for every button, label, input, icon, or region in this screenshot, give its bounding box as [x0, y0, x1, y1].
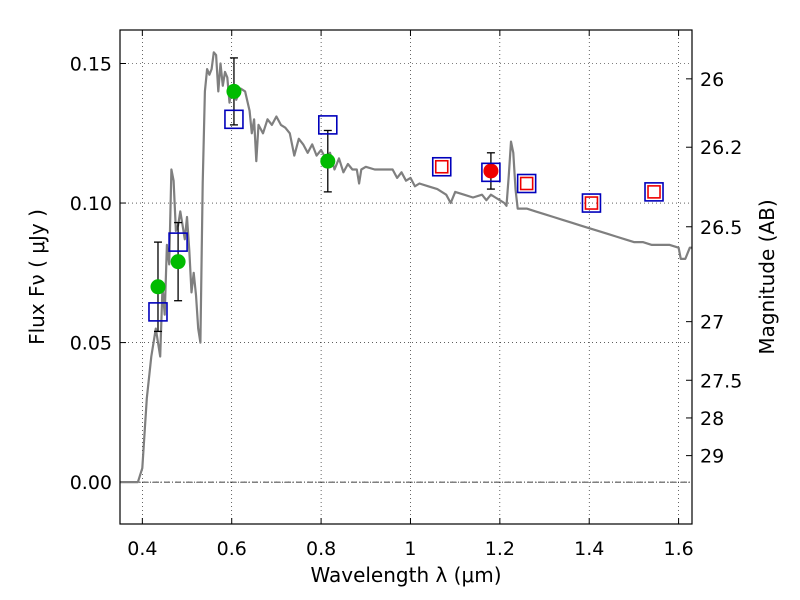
- model-square: [581, 193, 602, 213]
- model-square: [516, 173, 537, 194]
- limit-square: [647, 185, 661, 199]
- model-square: [644, 182, 664, 202]
- y-tick-label: 0.10: [70, 193, 112, 215]
- x-tick-label: 1.6: [663, 538, 693, 560]
- plot-background: [120, 30, 692, 524]
- x-axis-label: Wavelength λ (μm): [310, 563, 501, 587]
- data-point: [170, 254, 186, 270]
- limit-square: [584, 196, 599, 210]
- sed-model-line: [120, 51, 692, 484]
- model-square: [431, 156, 452, 177]
- y-tick-label: 0.05: [70, 333, 112, 355]
- axis-ticks: 0.4 0.6 0.8 1 1.2 1.4 1.6 0.00 0.05 0.10 0.15 26 26.…: [70, 30, 742, 560]
- right-tick-label: 29: [700, 446, 724, 468]
- y-tick-label: 0.15: [70, 53, 112, 75]
- model-square: [148, 302, 168, 322]
- model-square: [224, 109, 244, 130]
- limit-square: [519, 176, 534, 191]
- y-axis-label-right: Magnitude (AB): [755, 199, 779, 354]
- limit-square: [434, 159, 449, 174]
- data-point: [483, 163, 499, 179]
- x-tick-label: 0.8: [306, 538, 336, 560]
- x-tick-label: 1: [404, 538, 416, 560]
- x-tick-label: 1.2: [485, 538, 515, 560]
- y-tick-label: 0.00: [70, 472, 112, 494]
- x-tick-label: 1.4: [574, 538, 604, 560]
- data-point: [320, 153, 336, 169]
- right-tick-label: 27.5: [700, 370, 742, 392]
- right-tick-label: 27: [700, 312, 724, 334]
- model-square: [317, 115, 338, 135]
- plot-frame: [119, 29, 693, 525]
- right-tick-label: 26.2: [700, 137, 742, 159]
- right-tick-label: 26: [700, 69, 724, 91]
- model-square: [481, 162, 501, 183]
- right-tick-label: 26.5: [700, 217, 742, 239]
- data-point: [226, 83, 242, 99]
- y-axis-label: Flux Fν ( μJy ): [25, 209, 49, 345]
- x-tick-label: 0.4: [127, 538, 157, 560]
- model-square: [168, 232, 188, 252]
- chart-marks: [120, 51, 692, 484]
- x-tick-label: 0.6: [217, 538, 247, 560]
- data-point: [150, 279, 166, 295]
- right-tick-label: 28: [700, 408, 724, 430]
